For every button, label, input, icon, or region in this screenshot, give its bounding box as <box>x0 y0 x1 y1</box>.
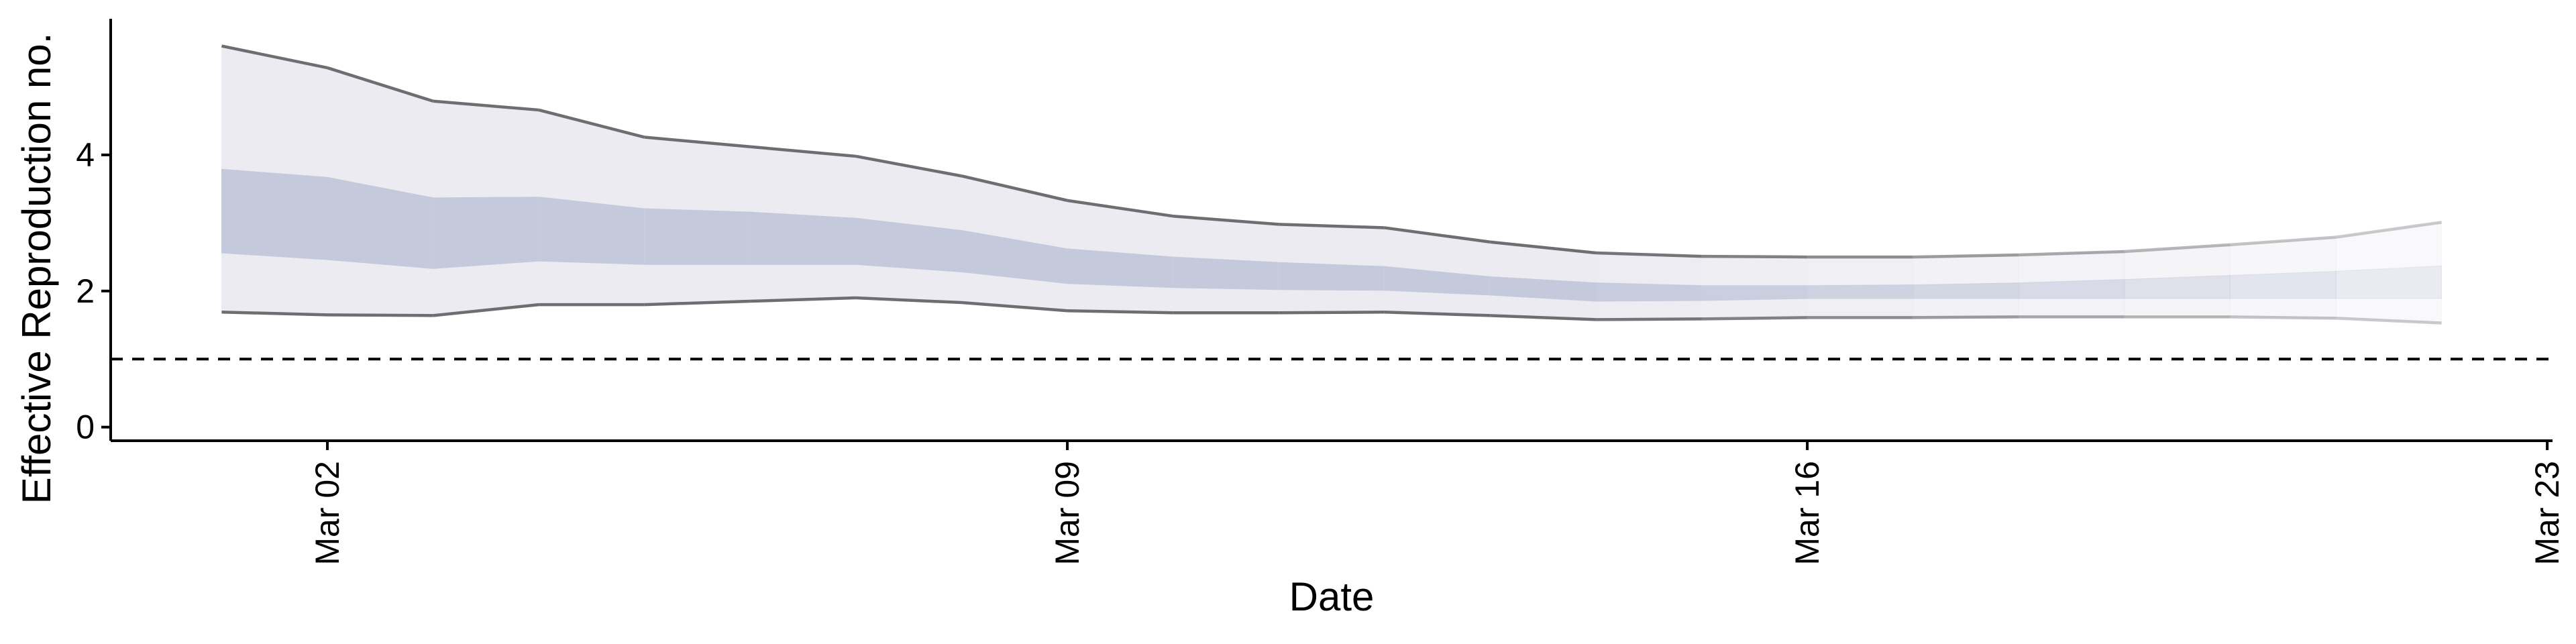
lower-bound-segment-8 <box>961 301 1068 313</box>
upper-bound-segment-11 <box>1279 223 1385 229</box>
y-tick-label-0: 0 <box>76 409 95 446</box>
y-ticks-group: 0 2 4 <box>76 136 111 446</box>
upper-bound-segment-2 <box>327 66 434 103</box>
upper-bound-segment-7 <box>855 154 962 178</box>
band-50-segment-16 <box>1807 284 1914 299</box>
lower-bound-segment-3 <box>433 303 539 317</box>
x-axis-title: Date <box>1289 574 1375 619</box>
x-tick-label-23: Mar 23 <box>2528 461 2566 566</box>
lower-bound-segment-15 <box>1701 316 1808 321</box>
axes-group <box>109 19 2553 442</box>
band-50-segment-1 <box>221 168 328 260</box>
upper-bound-segment-15 <box>1701 254 1808 259</box>
upper-bound-segment-6 <box>750 145 857 158</box>
upper-bound-segment-4 <box>538 108 645 139</box>
x-tick-label-2: Mar 02 <box>309 461 346 566</box>
upper-bound-segment-17 <box>1913 253 2019 259</box>
lower-bound-segment-6 <box>750 296 856 303</box>
band-50-segment-21 <box>2335 265 2443 299</box>
band-90-segment-20 <box>2229 237 2337 319</box>
band-50-segment-11 <box>1278 262 1385 291</box>
upper-bound-segment-3 <box>433 99 539 112</box>
upper-bound-segment-13 <box>1490 240 1597 255</box>
lower-bound-segment-7 <box>855 296 962 305</box>
y-axis-title: Effective Reproduction no. <box>14 33 59 504</box>
x-ticks-group: Mar 02 Mar 09 Mar 16 Mar 23 <box>309 441 2566 566</box>
lower-bound-segment-21 <box>2335 317 2442 325</box>
band-50-segment-6 <box>749 211 857 265</box>
band-50-segment-15 <box>1701 285 1808 301</box>
band-50-segment-18 <box>2018 279 2125 299</box>
x-tick-label-9: Mar 09 <box>1049 461 1086 566</box>
upper-bound-segment-21 <box>2335 221 2442 239</box>
lower-bound-segment-1 <box>221 311 328 317</box>
upper-bound-segment-5 <box>644 136 751 148</box>
upper-bound-segment-10 <box>1173 214 1279 226</box>
band-50-segment-20 <box>2229 270 2337 299</box>
upper-bound-segment-20 <box>2230 235 2337 247</box>
band-50-segment-4 <box>538 197 645 265</box>
band-90-segment-19 <box>2124 244 2231 317</box>
y-tick-label-4: 4 <box>76 136 95 174</box>
lower-bound-segment-12 <box>1384 311 1491 317</box>
upper-bound-segment-8 <box>961 174 1068 203</box>
lower-bound-segment-20 <box>2230 315 2336 320</box>
band-50-segment-3 <box>433 197 539 269</box>
band-90-segment-21 <box>2335 221 2443 324</box>
band-50-segment-14 <box>1595 282 1703 302</box>
upper-bound-segment-9 <box>1067 199 1173 218</box>
lower-bound-segment-13 <box>1490 314 1597 321</box>
lower-bound-segment-9 <box>1067 309 1173 315</box>
band-50-segment-19 <box>2124 274 2231 299</box>
bands-group <box>221 45 2443 324</box>
y-tick-label-2: 2 <box>76 272 95 310</box>
bound-lines-group <box>221 44 2442 325</box>
upper-bound-segment-12 <box>1384 226 1491 244</box>
band-50-segment-10 <box>1173 256 1279 290</box>
band-50-segment-5 <box>644 208 751 265</box>
upper-bound-segment-19 <box>2124 243 2231 254</box>
x-tick-label-16: Mar 16 <box>1788 461 1826 566</box>
upper-bound-segment-14 <box>1595 251 1702 258</box>
upper-bound-segment-1 <box>221 44 328 70</box>
lower-bound-segment-5 <box>644 299 751 307</box>
lower-bound-segment-11 <box>1279 311 1385 315</box>
upper-bound-segment-18 <box>2019 250 2125 257</box>
band-50-segment-17 <box>1913 282 2019 299</box>
